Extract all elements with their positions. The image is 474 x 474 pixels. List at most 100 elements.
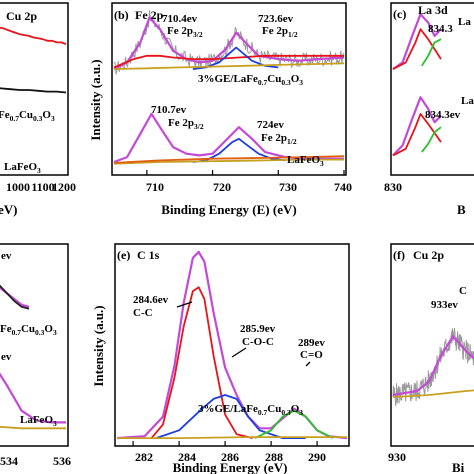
panel-f-xlabel: Bi (452, 460, 465, 474)
panel-d-series-raw-top (0, 284, 30, 310)
panel-c-frame (390, 2, 474, 176)
panel-e-label: (e) (117, 248, 130, 262)
panel-b-tick-710: 710 (146, 180, 164, 194)
panel-b: Intensity (a.u.) (b) Fe 2p 710.4ev Fe 2p… (88, 2, 352, 217)
panel-b-peak3-energy: 710.7ev (151, 104, 187, 116)
panel-e-peak2-name: C-O-C (242, 336, 274, 348)
panel-e-peak3-name: C=O (300, 349, 323, 361)
panel-b-series-fe-2p1-2-component-top- (192, 46, 279, 70)
panel-a-frame (0, 2, 69, 176)
panel-d-series (0, 284, 66, 430)
panel-b-tick-720: 720 (213, 180, 231, 194)
panel-d-sample-undoped: LaFeO3 (20, 414, 57, 428)
panel-e-frame (114, 243, 350, 447)
panel-b-sample-top: 3%GE/LaFe0.7Cu0.3O3 (198, 73, 303, 87)
panel-e-ticks (132, 441, 318, 446)
panel-b-tick-730: 730 (279, 180, 297, 194)
panel-a-cu2p-label: Cu 2p (6, 9, 37, 23)
panel-a-tick-1000: 1000 (6, 180, 30, 194)
panel-c-xlabel: B (457, 202, 466, 217)
panel-f-series-background (392, 389, 474, 398)
panel-a-xlabel: eV) (0, 202, 18, 217)
panel-c-la1: La (458, 16, 471, 28)
panel-e-peak3-energy: 289ev (298, 337, 325, 349)
panel-a-tick-1200: 1200 (52, 180, 76, 194)
panel-f-tick-930: 930 (388, 450, 406, 464)
panel-b-ylabel: Intensity (a.u.) (88, 59, 103, 140)
panel-f-peak-c: C (459, 285, 467, 297)
panel-e-xlabel: Binding Energy (eV) (173, 460, 288, 474)
panel-b-series-background-top (113, 62, 345, 70)
panel-b-sample-bottom: LaFeO3 (287, 154, 324, 168)
panel-a-series (0, 26, 67, 94)
panel-e-tick-282: 282 (135, 450, 153, 464)
panel-a-sample-undoped: LaFeO3 (4, 161, 41, 175)
panel-f-series (392, 328, 474, 406)
panel-c-series-satellite-bottom (421, 126, 442, 153)
panel-e-arrow-c-o (305, 361, 311, 367)
panel-b-series-envelope-top (113, 16, 345, 71)
panel-d-tick-534: 534 (0, 454, 18, 468)
panel-c-series-component-bottom (392, 113, 442, 157)
panel-f-series-envelope (392, 335, 474, 397)
panel-c-series-component-top (392, 28, 442, 70)
panel-c-title: La 3d (418, 3, 448, 17)
panel-e-series-background (117, 436, 347, 440)
panel-f-series-raw-data (392, 328, 474, 406)
panel-e-tick-286: 286 (221, 450, 239, 464)
panel-f-frame (390, 243, 474, 447)
panel-e-title: C 1s (137, 248, 160, 262)
panel-e-series (116, 250, 348, 440)
panel-e-series-c-c-component (150, 286, 253, 439)
panel-b-series-background-bottom-2 (113, 155, 345, 164)
panel-e-tick-290: 290 (308, 450, 326, 464)
panel-a-series-survey-doped (0, 26, 67, 45)
panel-b-peak4-name: Fe 2p1/2 (261, 132, 297, 146)
panel-b-peak1-energy: 710.4ev (162, 13, 198, 25)
panel-e-peak2-energy: 285.9ev (240, 323, 276, 335)
panel-b-peak1-name: Fe 2p3/2 (167, 25, 203, 39)
panel-e-arrows (176, 301, 311, 367)
panel-b-tick-740: 740 (334, 180, 352, 194)
panel-d-sample-doped: Fe0.7Cu0.3O3 (0, 323, 57, 337)
panel-a-sample-doped: Fe0.7Cu0.3O3 (0, 109, 55, 123)
panel-c-la2: La (461, 95, 474, 107)
panel-b-series-fe-2p3-2-component-top- (113, 54, 344, 69)
panel-f-title: Cu 2p (413, 248, 444, 262)
panel-b-peak3-name: Fe 2p3/2 (168, 117, 204, 131)
panel-d-tick-536: 536 (53, 454, 71, 468)
panel-b-ticks (146, 170, 345, 175)
panel-c-series-satellite-top (421, 38, 442, 67)
panel-f-peak-energy: 933ev (431, 299, 458, 311)
panel-b-peak4-energy: 724ev (257, 119, 284, 131)
panel-b-xlabel: Binding Energy (E) (eV) (161, 202, 296, 217)
panel-c-series-envelope-bottom (392, 96, 442, 157)
panel-e-series-c-o-c-component (155, 394, 306, 440)
panel-d-frame (0, 243, 69, 447)
panel-f-label: (f) (393, 248, 405, 262)
panel-c-label: (c) (393, 7, 406, 21)
panel-a: Cu 2p Fe0.7Cu0.3O3 LaFeO3 1000 1100 1200… (0, 2, 76, 217)
panel-e: Intensity (a.u.) (e) C 1s 284.6ev C-C 28… (91, 243, 350, 474)
panel-e-sample: 3%GE/LaFe0.7Cu0.3O3 (198, 403, 303, 417)
panel-b-series-background-bottom (113, 158, 344, 165)
panel-e-ylabel: Intensity (a.u.) (91, 305, 106, 386)
panel-e-arrow-c-o-c (231, 347, 247, 358)
panel-e-series-c-o-component (254, 409, 334, 439)
panel-b-label: (b) (114, 8, 129, 22)
panel-b-frame (111, 2, 347, 176)
panel-b-peak2-energy: 723.6ev (258, 13, 294, 25)
panel-c-series (392, 13, 442, 157)
panel-d-ev2: ev (1, 351, 12, 363)
panel-b-title: Fe 2p (135, 8, 164, 22)
panel-b-peak2-name: Fe 2p1/2 (262, 25, 298, 39)
panel-e-tick-284: 284 (178, 450, 196, 464)
panel-c-tick-830: 830 (384, 180, 402, 194)
panel-d-ev1: ev (1, 250, 12, 262)
panel-d-series-envelope-top (0, 286, 30, 308)
panel-e-peak1-energy: 284.6ev (133, 294, 169, 306)
panel-e-peak1-name: C-C (133, 307, 153, 319)
panel-f: (f) Cu 2p 933ev C 930 Bi (388, 243, 474, 474)
panel-e-tick-288: 288 (265, 450, 283, 464)
